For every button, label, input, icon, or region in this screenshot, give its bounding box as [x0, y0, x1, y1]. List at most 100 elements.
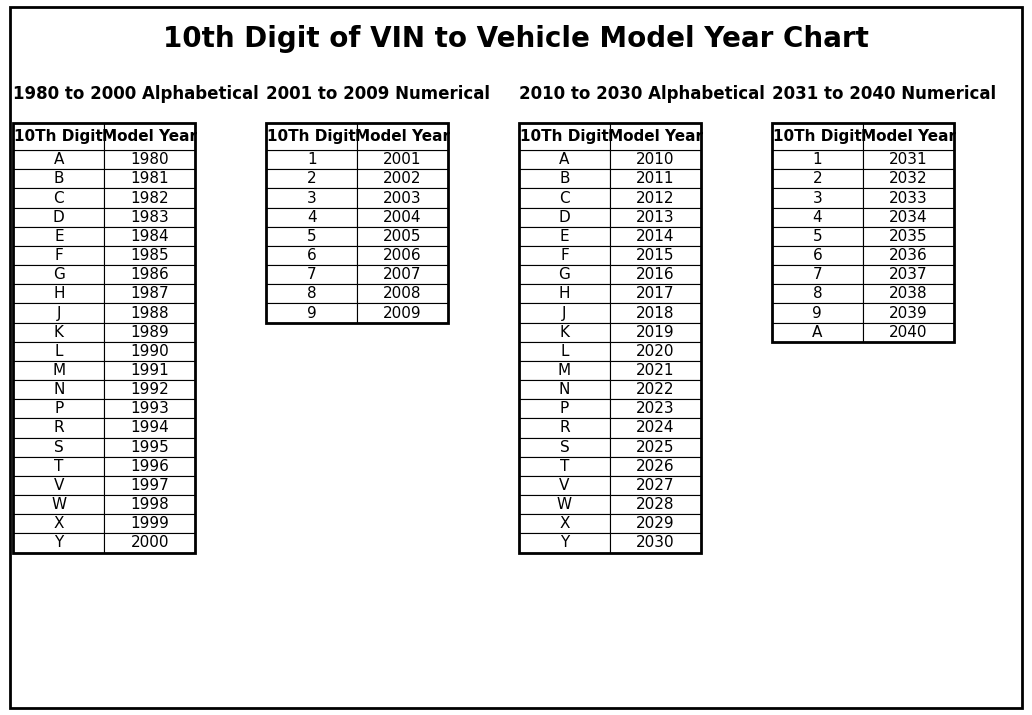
- Bar: [266, 189, 357, 207]
- Bar: [772, 123, 863, 150]
- Text: 10Th Digit: 10Th Digit: [773, 129, 862, 144]
- Text: P: P: [55, 401, 63, 416]
- Text: 2004: 2004: [383, 209, 422, 225]
- Bar: [610, 246, 701, 265]
- Text: 1983: 1983: [130, 209, 169, 225]
- Bar: [104, 207, 195, 227]
- Bar: [610, 150, 701, 169]
- Text: 2020: 2020: [636, 344, 675, 359]
- Bar: [610, 457, 701, 476]
- Text: V: V: [559, 478, 570, 493]
- Text: 1995: 1995: [130, 440, 169, 455]
- Text: 1986: 1986: [130, 267, 169, 282]
- Text: 1987: 1987: [130, 287, 169, 301]
- Bar: [13, 285, 104, 303]
- Bar: [13, 265, 104, 285]
- Text: 1: 1: [307, 152, 317, 167]
- Text: 2001: 2001: [383, 152, 422, 167]
- Text: Model Year: Model Year: [608, 129, 703, 144]
- Text: 2018: 2018: [636, 305, 675, 320]
- Bar: [610, 380, 701, 399]
- Text: 2030: 2030: [636, 536, 675, 551]
- Bar: [610, 495, 701, 514]
- Text: 8: 8: [812, 287, 823, 301]
- Bar: [772, 322, 863, 342]
- Bar: [13, 169, 104, 189]
- Bar: [13, 457, 104, 476]
- Text: 1996: 1996: [130, 459, 169, 474]
- Bar: [863, 322, 954, 342]
- Bar: [863, 285, 954, 303]
- Text: Model Year: Model Year: [102, 129, 197, 144]
- Text: 1981: 1981: [130, 172, 169, 187]
- Bar: [357, 227, 448, 246]
- Bar: [266, 169, 357, 189]
- Bar: [104, 514, 195, 533]
- Text: 2007: 2007: [383, 267, 422, 282]
- Bar: [13, 495, 104, 514]
- Bar: [266, 303, 357, 322]
- Bar: [610, 169, 701, 189]
- Text: M: M: [53, 363, 65, 378]
- Text: 6: 6: [307, 248, 317, 263]
- Text: 2000: 2000: [130, 536, 169, 551]
- Bar: [519, 380, 610, 399]
- Bar: [519, 438, 610, 457]
- Text: 2008: 2008: [383, 287, 422, 301]
- Text: T: T: [559, 459, 570, 474]
- Text: N: N: [53, 383, 65, 397]
- Text: Y: Y: [55, 536, 63, 551]
- Bar: [863, 265, 954, 285]
- Text: A: A: [812, 325, 823, 340]
- Text: 6: 6: [812, 248, 823, 263]
- Bar: [772, 189, 863, 207]
- Bar: [104, 342, 195, 361]
- Bar: [610, 533, 701, 553]
- Bar: [610, 207, 701, 227]
- Text: 2001 to 2009 Numerical: 2001 to 2009 Numerical: [266, 85, 490, 104]
- Bar: [13, 438, 104, 457]
- Text: 2032: 2032: [889, 172, 928, 187]
- Bar: [519, 246, 610, 265]
- Bar: [610, 189, 701, 207]
- Bar: [610, 438, 701, 457]
- Text: 2031 to 2040 Numerical: 2031 to 2040 Numerical: [772, 85, 996, 104]
- Text: 8: 8: [307, 287, 317, 301]
- Text: D: D: [558, 209, 571, 225]
- Text: 1: 1: [812, 152, 823, 167]
- Bar: [610, 227, 701, 246]
- Bar: [519, 514, 610, 533]
- Text: 1984: 1984: [130, 229, 169, 244]
- Text: 2013: 2013: [636, 209, 675, 225]
- Text: T: T: [54, 459, 64, 474]
- Text: M: M: [558, 363, 571, 378]
- Text: E: E: [559, 229, 570, 244]
- Text: 2027: 2027: [636, 478, 675, 493]
- Bar: [13, 227, 104, 246]
- Bar: [772, 169, 863, 189]
- Bar: [104, 303, 195, 322]
- Text: 2015: 2015: [636, 248, 675, 263]
- Bar: [519, 418, 610, 438]
- Text: 1985: 1985: [130, 248, 169, 263]
- Bar: [863, 189, 954, 207]
- Text: 10Th Digit: 10Th Digit: [267, 129, 356, 144]
- Bar: [13, 189, 104, 207]
- Bar: [357, 207, 448, 227]
- Bar: [863, 150, 954, 169]
- Bar: [357, 265, 448, 285]
- Text: 2009: 2009: [383, 305, 422, 320]
- Text: 2: 2: [307, 172, 317, 187]
- Text: 2022: 2022: [636, 383, 675, 397]
- Bar: [772, 150, 863, 169]
- Bar: [519, 322, 610, 342]
- Text: F: F: [560, 248, 569, 263]
- Text: 2031: 2031: [889, 152, 928, 167]
- Text: 2017: 2017: [636, 287, 675, 301]
- Text: 2011: 2011: [636, 172, 675, 187]
- Bar: [266, 285, 357, 303]
- Bar: [104, 169, 195, 189]
- Bar: [519, 207, 610, 227]
- Bar: [519, 227, 610, 246]
- Bar: [13, 342, 104, 361]
